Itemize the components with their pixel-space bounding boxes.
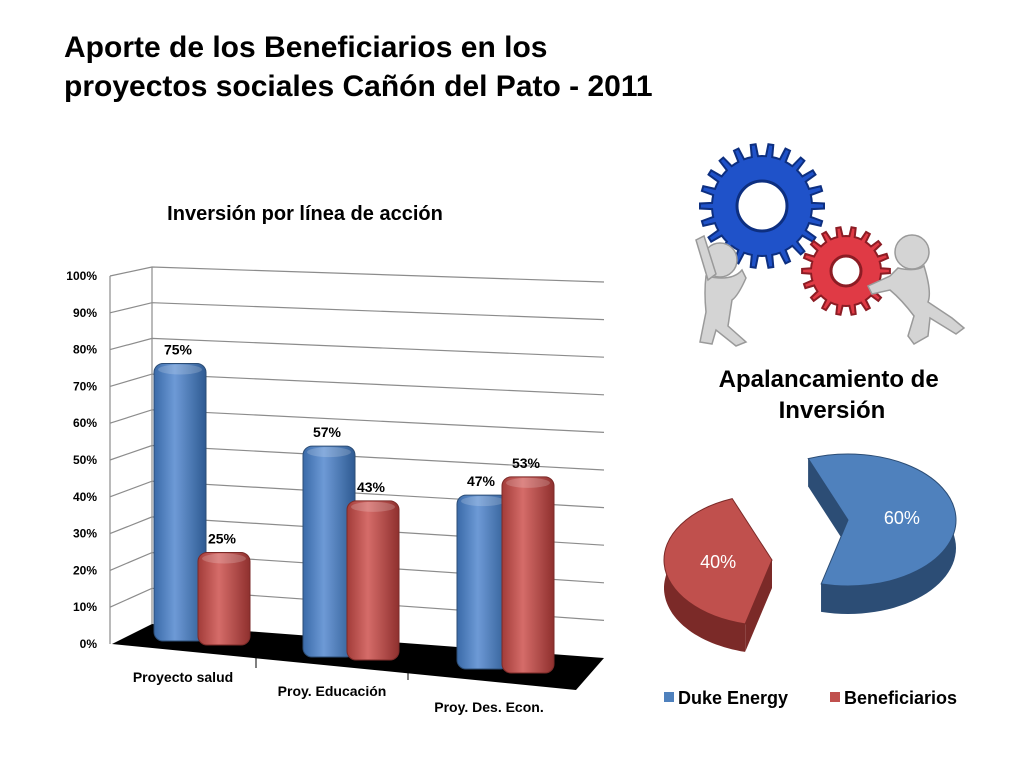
y-tick-label: 80% xyxy=(73,343,97,357)
pie-slice-face xyxy=(808,458,848,548)
pie-chart-title: Apalancamiento de Inversión xyxy=(719,366,946,424)
x-axis-category-labels: Proyecto salud Proy. Educación Proy. Des. … xyxy=(133,658,544,715)
legend-label: Beneficiarios xyxy=(844,688,957,708)
y-tick-label: 60% xyxy=(73,416,97,430)
pie-slice xyxy=(807,453,957,587)
left-figure-icon xyxy=(695,234,748,347)
pie-slice xyxy=(663,498,773,625)
pie-slice-face xyxy=(745,560,772,652)
gridline xyxy=(109,266,605,283)
bar-series-1 xyxy=(153,363,207,642)
bar-highlight xyxy=(158,364,202,375)
pie-title-line-2: Inversión xyxy=(779,397,886,424)
bar-grid xyxy=(109,266,605,644)
legend-swatch xyxy=(830,692,840,702)
y-tick-label: 30% xyxy=(73,527,97,541)
bar-marks xyxy=(153,363,555,674)
y-tick-label: 20% xyxy=(73,563,97,577)
pie-legend: Duke Energy Beneficiarios xyxy=(664,688,957,708)
pie-chart: Apalancamiento de Inversión 60% 40% xyxy=(663,366,957,652)
y-tick-label: 90% xyxy=(73,306,97,320)
gridline xyxy=(109,302,605,321)
bar-value-label: 75% xyxy=(164,342,193,358)
bar-highlight xyxy=(307,447,351,458)
y-tick-label: 0% xyxy=(80,637,98,651)
bar-value-label: 47% xyxy=(467,473,496,489)
y-tick-label: 40% xyxy=(73,490,97,504)
bar-chart: Inversión por línea de acción 0% 10% 20% 30… xyxy=(66,203,605,715)
bar-series-2 xyxy=(197,552,251,646)
page-title: Aporte de los Beneficiarios en los proye… xyxy=(64,31,653,103)
bar-chart-title: Inversión por línea de acción xyxy=(167,203,443,225)
bar-series-1 xyxy=(456,494,510,670)
y-tick-label: 10% xyxy=(73,600,97,614)
bar-highlight xyxy=(351,501,395,512)
y-tick-label: 100% xyxy=(66,269,97,283)
pie-slice-label: 40% xyxy=(700,552,736,572)
y-tick-label: 70% xyxy=(73,379,97,393)
bar-value-label: 43% xyxy=(357,479,386,495)
bar-highlight xyxy=(461,496,505,507)
gears-illustration xyxy=(695,143,966,347)
x-category-label: Proyecto salud xyxy=(133,669,233,685)
blue-gear-icon xyxy=(699,143,825,269)
bar-series-2 xyxy=(501,476,555,674)
pie-labels: 60% 40% xyxy=(700,508,920,572)
pie-slice-label: 60% xyxy=(884,508,920,528)
x-category-label: Proy. Des. Econ. xyxy=(434,699,543,715)
bar-highlight xyxy=(506,477,550,488)
legend-label: Duke Energy xyxy=(678,688,788,708)
pie-marks xyxy=(663,453,957,652)
pie-title-line-1: Apalancamiento de xyxy=(719,366,939,393)
y-tick-label: 50% xyxy=(73,453,97,467)
bar-value-label: 25% xyxy=(208,531,237,547)
bar-value-label: 53% xyxy=(512,455,541,471)
legend-swatch xyxy=(664,692,674,702)
bar-highlight xyxy=(202,553,246,564)
bar-value-labels: 75% 25% 57% 43% 47% 53% xyxy=(164,342,541,547)
red-gear-icon xyxy=(801,226,891,316)
bar-series-2 xyxy=(346,500,400,661)
right-figure-icon xyxy=(866,234,966,345)
bar-value-label: 57% xyxy=(313,424,342,440)
y-axis-tick-labels: 0% 10% 20% 30% 40% 50% 60% 70% 80% 90% 100% xyxy=(66,269,97,651)
x-category-label: Proy. Educación xyxy=(278,683,387,699)
